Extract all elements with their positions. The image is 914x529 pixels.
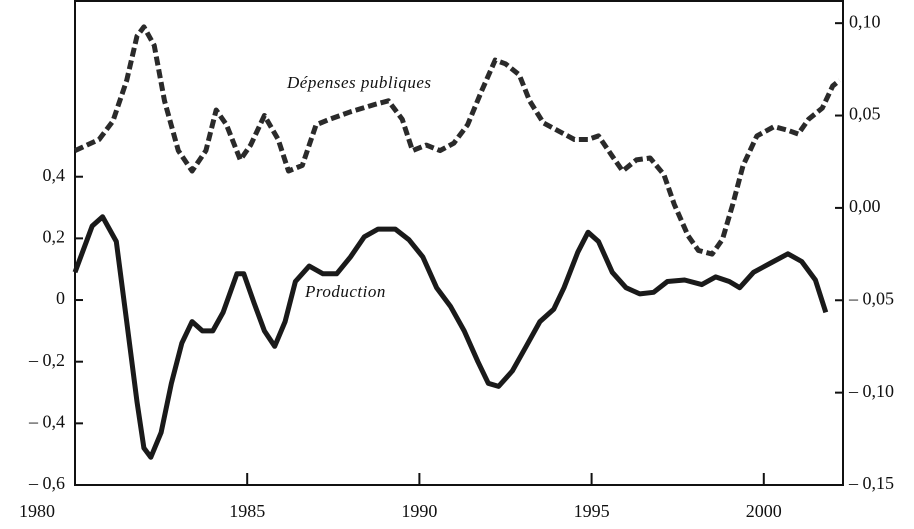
y-tick-label: 0,2	[43, 227, 66, 247]
series-line	[72, 214, 829, 460]
y2-tick-label: – 0,05	[848, 288, 894, 308]
series-annotation: Production	[304, 282, 386, 301]
x-tick-label: 2000	[746, 501, 782, 521]
y2-tick-label: – 0,10	[848, 381, 894, 401]
x-tick-label: 1995	[574, 501, 610, 521]
y2-tick-label: 0,00	[849, 196, 881, 216]
y2-tick-label: 0,10	[849, 11, 881, 31]
y2-tick-label: – 0,15	[848, 473, 894, 493]
x-tick-label: 1985	[229, 501, 265, 521]
y-tick-label: 0,4	[43, 165, 66, 185]
plot-frame	[74, 0, 844, 486]
series-annotation: Dépenses publiques	[286, 73, 432, 92]
y-tick-label: – 0,2	[28, 350, 65, 370]
x-tick-label: 1990	[401, 501, 437, 521]
y-tick-label: – 0,4	[28, 411, 65, 431]
x-tick-label: 1980	[19, 501, 55, 521]
y-tick-label: – 0,6	[28, 473, 65, 493]
series-line	[73, 24, 842, 257]
y2-tick-label: 0,05	[849, 104, 881, 124]
y-tick-label: 0	[56, 288, 65, 308]
